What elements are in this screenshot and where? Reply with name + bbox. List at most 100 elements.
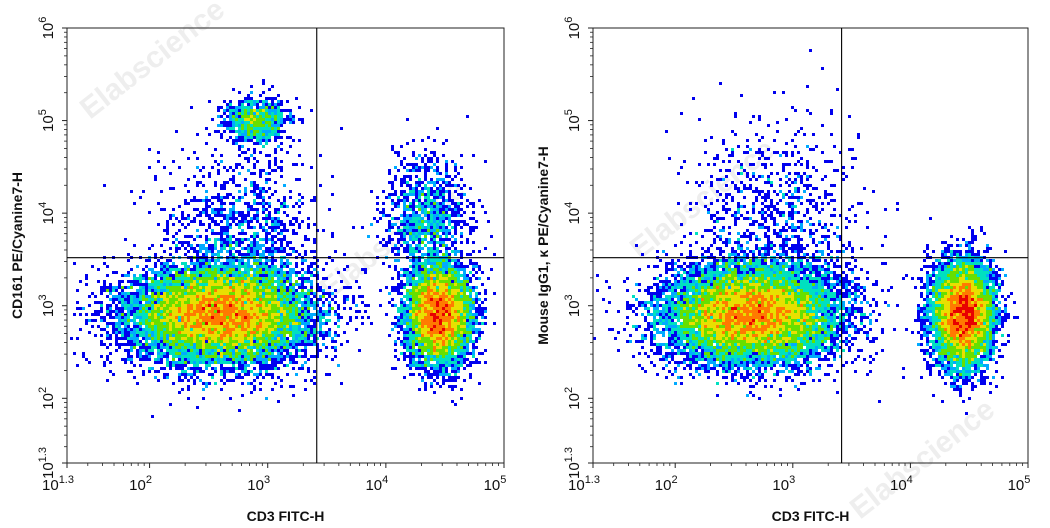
density-cell: [184, 292, 187, 295]
density-cell: [232, 340, 235, 343]
density-cell: [319, 328, 322, 331]
density-cell: [184, 331, 187, 334]
density-cell: [436, 349, 439, 352]
density-cell: [220, 106, 223, 109]
density-cell: [229, 112, 232, 115]
density-cell: [226, 223, 229, 226]
density-cell: [331, 175, 334, 178]
density-cell: [313, 319, 316, 322]
density-cell: [127, 313, 130, 316]
density-cell: [265, 265, 268, 268]
density-cell: [175, 310, 178, 313]
density-cell: [448, 268, 451, 271]
density-cell: [418, 244, 421, 247]
density-cell: [241, 247, 244, 250]
density-cell: [196, 322, 199, 325]
density-cell: [244, 325, 247, 328]
density-cell: [466, 289, 469, 292]
density-cell: [226, 127, 229, 130]
density-cell: [424, 343, 427, 346]
density-cell: [421, 292, 424, 295]
density-cell: [169, 307, 172, 310]
density-cell: [433, 334, 436, 337]
density-cell: [430, 262, 433, 265]
density-cell: [304, 250, 307, 253]
density-cell: [253, 172, 256, 175]
density-cell: [283, 283, 286, 286]
density-cell: [415, 187, 418, 190]
density-cell: [184, 337, 187, 340]
density-cell: [112, 328, 115, 331]
density-cell: [433, 328, 436, 331]
density-cell: [223, 301, 226, 304]
density-cell: [283, 307, 286, 310]
density-cell: [265, 295, 268, 298]
density-cell: [118, 331, 121, 334]
density-cell: [196, 286, 199, 289]
density-cell: [457, 205, 460, 208]
density-cell: [154, 337, 157, 340]
density-cell: [238, 352, 241, 355]
density-cell: [220, 364, 223, 367]
density-cell: [262, 106, 265, 109]
density-cell: [247, 370, 250, 373]
density-cell: [241, 112, 244, 115]
density-cell: [406, 118, 409, 121]
density-cell: [433, 262, 436, 265]
density-cell: [427, 199, 430, 202]
density-cell: [244, 136, 247, 139]
density-cell: [244, 307, 247, 310]
density-cell: [412, 298, 415, 301]
density-cell: [424, 316, 427, 319]
density-cell: [277, 298, 280, 301]
density-cell: [148, 148, 151, 151]
density-cell: [466, 310, 469, 313]
density-cell: [316, 301, 319, 304]
density-cell: [268, 349, 271, 352]
density-cell: [430, 313, 433, 316]
density-cell: [277, 325, 280, 328]
density-cell: [448, 292, 451, 295]
density-cell: [457, 352, 460, 355]
density-cell: [463, 310, 466, 313]
density-cell: [244, 298, 247, 301]
density-cell: [244, 349, 247, 352]
density-cell: [196, 364, 199, 367]
density-cell: [463, 301, 466, 304]
density-cell: [265, 106, 268, 109]
density-cell: [139, 286, 142, 289]
density-cell: [445, 268, 448, 271]
density-cell: [256, 160, 259, 163]
density-cell: [148, 166, 151, 169]
density-cell: [277, 127, 280, 130]
density-cell: [277, 136, 280, 139]
density-cell: [406, 307, 409, 310]
density-cell: [424, 232, 427, 235]
density-cell: [439, 268, 442, 271]
density-cell: [277, 361, 280, 364]
density-cell: [448, 334, 451, 337]
density-cell: [259, 325, 262, 328]
density-cell: [403, 220, 406, 223]
density-cell: [421, 343, 424, 346]
density-cell: [466, 337, 469, 340]
density-cell: [181, 334, 184, 337]
density-cell: [280, 238, 283, 241]
density-cell: [217, 328, 220, 331]
density-cell: [166, 289, 169, 292]
density-cell: [271, 361, 274, 364]
density-cell: [322, 292, 325, 295]
density-cell: [304, 295, 307, 298]
density-cell: [280, 136, 283, 139]
density-cell: [175, 295, 178, 298]
density-cell: [184, 199, 187, 202]
density-cell: [238, 259, 241, 262]
density-cell: [238, 223, 241, 226]
density-cell: [277, 355, 280, 358]
density-cell: [403, 178, 406, 181]
density-cell: [268, 283, 271, 286]
density-cell: [196, 259, 199, 262]
density-cell: [442, 244, 445, 247]
density-cell: [94, 313, 97, 316]
density-cell: [214, 367, 217, 370]
